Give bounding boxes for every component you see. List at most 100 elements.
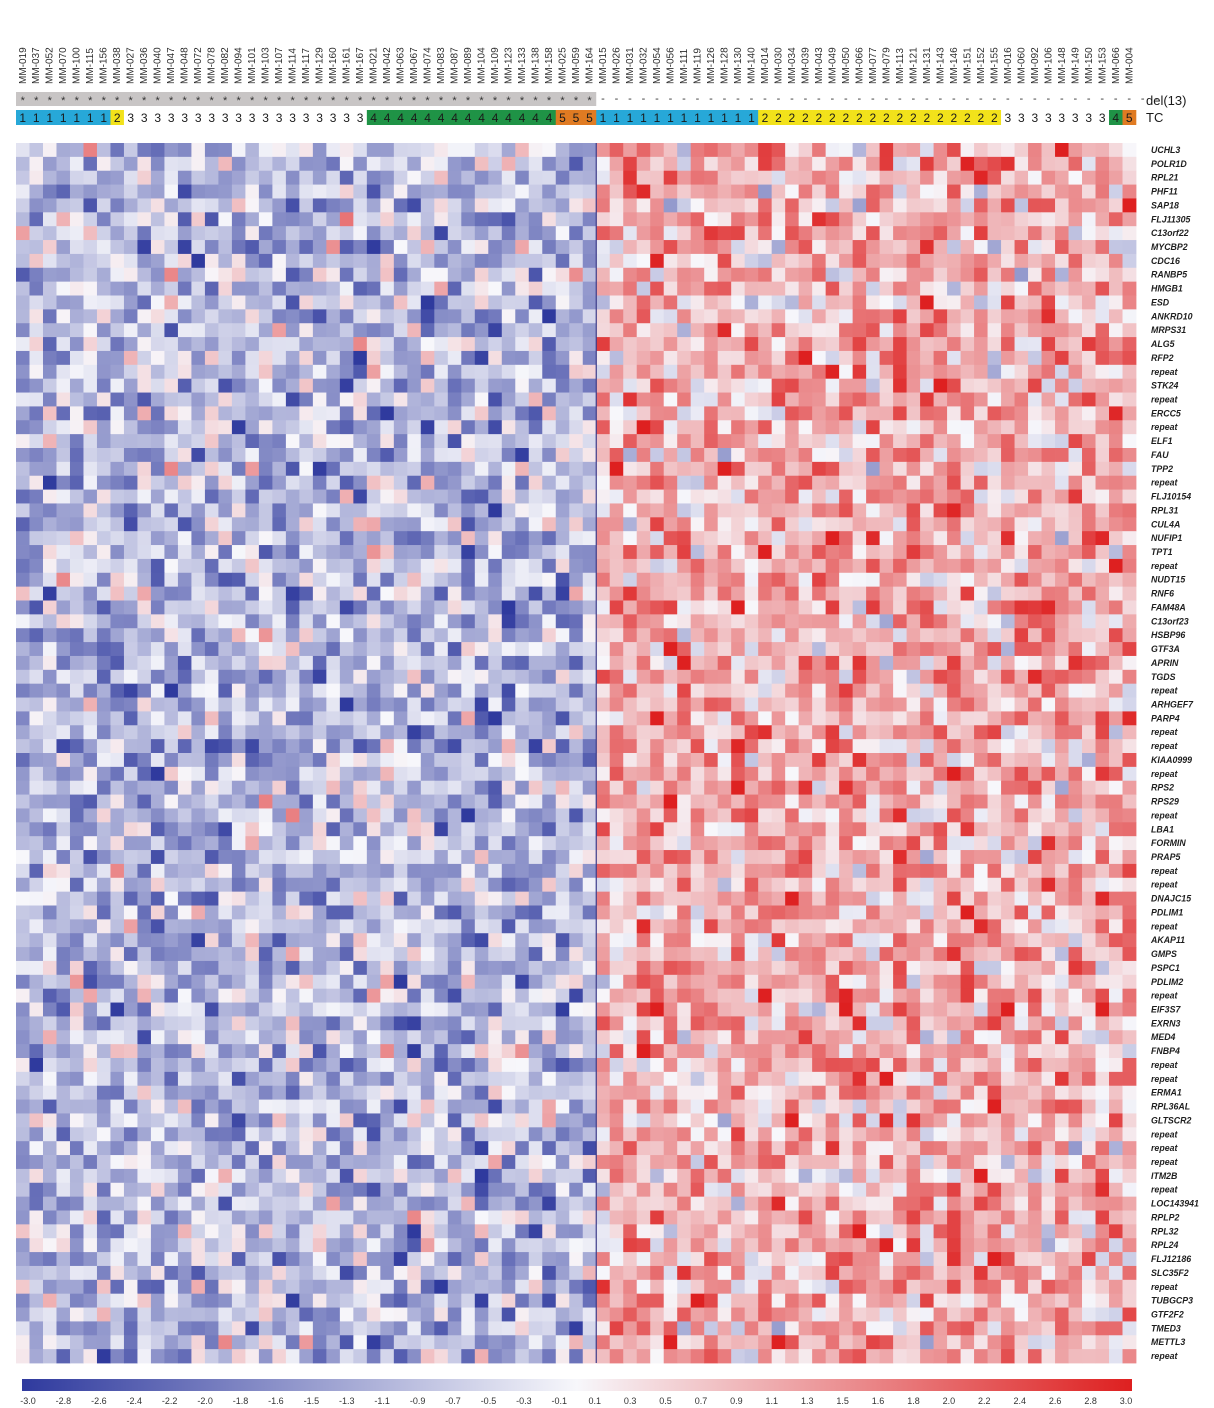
heatmap-cell <box>42 863 57 879</box>
heatmap-cell <box>69 475 84 490</box>
heatmap-cell <box>1014 725 1029 740</box>
heatmap-cell <box>420 517 435 532</box>
heatmap-cell <box>555 253 570 269</box>
heatmap-cell <box>272 572 287 588</box>
heatmap-cell <box>852 350 867 366</box>
heatmap-cell <box>663 753 678 768</box>
heatmap-cell <box>1041 489 1056 504</box>
heatmap-cell <box>501 586 516 601</box>
heatmap-cell <box>677 198 692 213</box>
heatmap-cell <box>609 448 624 463</box>
heatmap-cell <box>663 503 678 518</box>
heatmap-cell <box>1028 226 1042 241</box>
heatmap-cell <box>569 558 584 574</box>
heatmap-cell <box>812 253 827 269</box>
heatmap-cell <box>299 600 314 615</box>
heatmap-cell <box>650 350 665 366</box>
heatmap-cell <box>677 683 692 698</box>
sample-label: MM-115 <box>85 48 96 84</box>
heatmap-cell <box>1028 808 1042 823</box>
heatmap-cell <box>515 448 530 463</box>
heatmap-cell <box>731 808 746 823</box>
heatmap-cell <box>488 905 503 920</box>
sample-label: MM-072 <box>193 47 204 84</box>
sample-label: MM-066 <box>854 47 865 84</box>
heatmap-cell <box>312 794 327 809</box>
heatmap-cell <box>434 739 449 754</box>
heatmap-cell <box>690 877 705 893</box>
heatmap-cell <box>447 267 462 283</box>
heatmap-cell <box>339 780 354 795</box>
heatmap-cell <box>933 628 948 643</box>
heatmap-cell <box>245 600 260 615</box>
heatmap-cell <box>434 836 449 851</box>
heatmap-cell <box>150 739 165 754</box>
heatmap-cell <box>164 780 179 795</box>
heatmap-cell <box>1082 461 1096 477</box>
heatmap-cell <box>623 295 638 310</box>
heatmap-cell <box>596 711 611 726</box>
heatmap-cell <box>609 794 624 809</box>
heatmap-cell <box>771 586 786 601</box>
heatmap-cell <box>339 545 354 560</box>
heatmap-cell <box>879 669 894 685</box>
heatmap-cell <box>623 711 638 726</box>
heatmap-cell <box>596 836 611 851</box>
heatmap-cell <box>245 739 260 754</box>
heatmap-cell <box>164 475 179 490</box>
heatmap-cell <box>731 156 746 172</box>
heatmap-cell <box>569 489 584 504</box>
tc-cell <box>690 110 705 125</box>
heatmap-cell <box>164 697 179 712</box>
heatmap-cell <box>447 545 462 560</box>
heatmap-cell <box>164 226 179 241</box>
heatmap-cell <box>177 739 192 754</box>
heatmap-cell <box>326 212 341 227</box>
heatmap-cell <box>137 281 152 296</box>
heatmap-cell <box>839 392 854 407</box>
heatmap-cell <box>1014 808 1029 823</box>
heatmap-cell <box>434 267 449 283</box>
heatmap-cell <box>839 669 854 685</box>
heatmap-cell <box>326 323 341 338</box>
heatmap-cell <box>69 919 84 934</box>
heatmap-cell <box>16 919 30 934</box>
heatmap-cell <box>1095 448 1110 463</box>
tc-cell <box>717 110 732 125</box>
heatmap-cell <box>110 850 125 865</box>
heatmap-cell <box>461 600 476 615</box>
heatmap-cell <box>258 309 273 324</box>
sample-label: MM-043 <box>814 47 825 84</box>
heatmap-cell <box>353 863 368 879</box>
heatmap-cell <box>150 517 165 532</box>
heatmap-cell <box>326 628 341 643</box>
heatmap-cell <box>839 503 854 518</box>
heatmap-cell <box>42 323 57 338</box>
heatmap-cell <box>731 392 746 407</box>
sample-label: MM-030 <box>773 47 784 84</box>
heatmap-cell <box>366 628 381 643</box>
heatmap-cell <box>164 753 179 768</box>
heatmap-cell <box>974 475 988 490</box>
heatmap-cell <box>488 655 503 671</box>
heatmap-cell <box>717 531 732 546</box>
heatmap-cell <box>137 850 152 865</box>
heatmap-cell <box>920 406 934 421</box>
heatmap-cell <box>380 531 395 546</box>
heatmap-cell <box>461 739 476 754</box>
heatmap-cell <box>420 475 435 490</box>
heatmap-cell <box>326 836 341 851</box>
heatmap-cell <box>434 226 449 241</box>
heatmap-cell <box>312 572 327 588</box>
heatmap-cell <box>650 295 665 310</box>
heatmap-cell <box>798 711 813 726</box>
heatmap-cell <box>474 198 489 213</box>
heatmap-cell <box>650 323 665 338</box>
heatmap-cell <box>191 808 206 823</box>
heatmap-cell <box>812 226 827 241</box>
heatmap-cell <box>1109 836 1123 851</box>
heatmap-cell <box>339 295 354 310</box>
heatmap-cell <box>1109 337 1123 352</box>
heatmap-cell <box>528 753 543 768</box>
heatmap-cell <box>960 156 975 172</box>
